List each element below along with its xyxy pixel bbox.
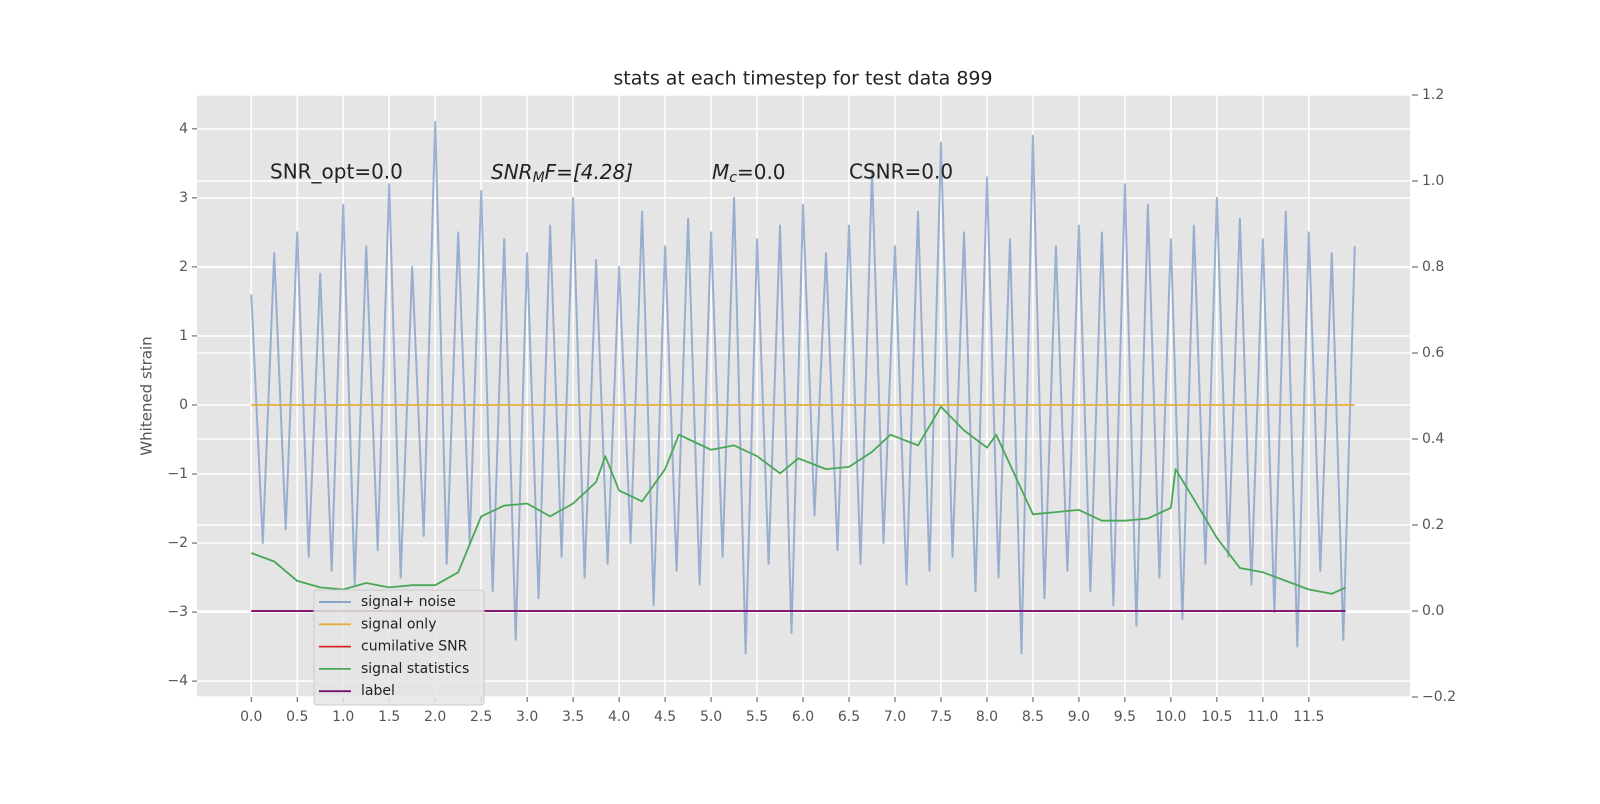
x-tick-label: 4.5 <box>654 709 676 725</box>
x-tick-label: 7.0 <box>884 709 906 725</box>
x-tick-label: 2.0 <box>424 709 446 725</box>
x-tick-label: 6.5 <box>838 709 860 725</box>
y2-tick-label: 0.0 <box>1422 603 1444 619</box>
x-tick-label: 10.5 <box>1201 709 1232 725</box>
y2-tick-label: 0.8 <box>1422 259 1444 275</box>
x-tick-label: 8.0 <box>976 709 998 725</box>
annotation-base: M <box>712 160 729 184</box>
x-tick-label: 11.0 <box>1247 709 1278 725</box>
annotation-rest: =0.0 <box>737 160 786 184</box>
y-tick-label: 3 <box>179 190 188 206</box>
y-tick-label: −3 <box>167 604 188 620</box>
annotation: SNR_opt=0.0 <box>270 160 403 184</box>
annotation-base: SNR <box>491 160 533 184</box>
annotation: Mc=0.0 <box>712 160 786 187</box>
legend-label: signal statistics <box>361 661 469 677</box>
y2-tick-label: 1.0 <box>1422 173 1444 189</box>
x-tick-label: 7.5 <box>930 709 952 725</box>
y-tick-label: −1 <box>167 466 188 482</box>
y-tick-label: 0 <box>179 397 188 413</box>
x-tick-label: 9.5 <box>1114 709 1136 725</box>
x-tick-label: 10.0 <box>1155 709 1186 725</box>
chart-title: stats at each timestep for test data 899 <box>613 68 992 90</box>
y-tick-label: −4 <box>167 673 188 689</box>
y2-tick-label: 0.2 <box>1422 517 1444 533</box>
legend-label: cumilative SNR <box>361 639 468 655</box>
legend-label: label <box>361 683 395 699</box>
y2-tick-label: 1.2 <box>1422 87 1444 103</box>
x-tick-label: 1.5 <box>378 709 400 725</box>
x-tick-label: 5.5 <box>746 709 768 725</box>
series-line <box>250 120 1356 655</box>
series-line <box>250 405 1346 595</box>
x-tick-label: 2.5 <box>470 709 492 725</box>
x-tick-label: 1.0 <box>332 709 354 725</box>
annotation-rest: F=[4.28] <box>545 160 633 184</box>
annotation: SNRMF=[4.28] <box>491 160 633 187</box>
x-tick-label: 3.5 <box>562 709 584 725</box>
y-tick-label: 1 <box>179 328 188 344</box>
y-tick-label: −2 <box>167 535 188 551</box>
annotation: CSNR=0.0 <box>849 160 953 184</box>
x-tick-label: 9.0 <box>1068 709 1090 725</box>
axes: 0.0 0.5 1.0 1.5 2.0 2.5 3.0 3.5 4.0 4.5 5.0 5.5 6.0 6… <box>167 87 1456 725</box>
legend-label: signal+ noise <box>361 594 456 610</box>
y2-tick-label: 0.6 <box>1422 345 1444 361</box>
legend-label: signal only <box>361 616 436 632</box>
y-axis-label: Whitened strain <box>138 336 156 455</box>
x-tick-label: 4.0 <box>608 709 630 725</box>
x-tick-label: 5.0 <box>700 709 722 725</box>
x-tick-label: 0.5 <box>286 709 308 725</box>
annotation-sub: c <box>729 170 737 186</box>
x-tick-label: 8.5 <box>1022 709 1044 725</box>
y2-tick-label: 0.4 <box>1422 431 1444 447</box>
annotation-sub: M <box>533 170 545 186</box>
y-tick-label: 4 <box>179 121 188 137</box>
legend-box <box>313 589 485 706</box>
x-tick-label: 0.0 <box>240 709 262 725</box>
y-tick-label: 2 <box>179 259 188 275</box>
x-tick-label: 11.5 <box>1293 709 1324 725</box>
x-tick-label: 6.0 <box>792 709 814 725</box>
x-tick-label: 3.0 <box>516 709 538 725</box>
y2-tick-label: −0.2 <box>1422 689 1456 705</box>
